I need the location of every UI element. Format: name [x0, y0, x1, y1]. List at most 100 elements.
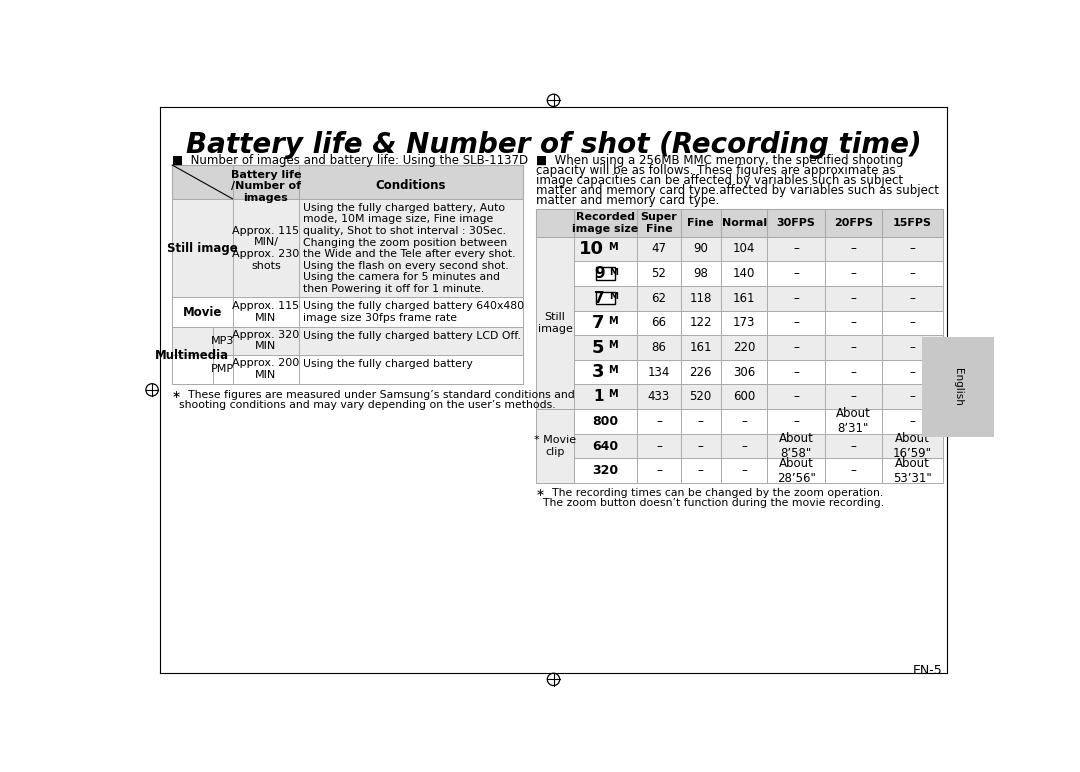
Text: EN-5: EN-5 — [913, 664, 943, 677]
Text: –: – — [793, 341, 799, 354]
Text: –: – — [793, 267, 799, 280]
Text: Super
Fine: Super Fine — [640, 212, 677, 234]
Text: Multimedia: Multimedia — [156, 349, 229, 362]
Bar — [573, 459, 943, 483]
Text: shooting conditions and may vary depending on the user’s methods.: shooting conditions and may vary dependi… — [172, 400, 556, 410]
Text: Approx. 115
MIN: Approx. 115 MIN — [232, 301, 299, 323]
Text: 600: 600 — [733, 391, 755, 403]
Text: 118: 118 — [689, 292, 712, 305]
Text: 52: 52 — [651, 267, 666, 280]
Text: ■  When using a 256MB MMC memory, the specified shooting: ■ When using a 256MB MMC memory, the spe… — [537, 154, 904, 168]
Bar — [573, 209, 943, 237]
Text: 140: 140 — [733, 267, 755, 280]
Text: –: – — [656, 415, 662, 428]
Text: –: – — [850, 391, 856, 403]
Text: 62: 62 — [651, 292, 666, 305]
Text: 90: 90 — [693, 242, 708, 256]
Bar — [537, 209, 573, 237]
Text: –: – — [793, 391, 799, 403]
Bar — [172, 327, 523, 355]
Text: M: M — [608, 242, 618, 252]
Bar — [596, 267, 615, 279]
Text: –: – — [698, 439, 704, 452]
Text: –: – — [741, 415, 747, 428]
Text: –: – — [909, 366, 915, 378]
Bar — [573, 286, 943, 310]
Bar — [172, 297, 523, 327]
Text: 306: 306 — [733, 366, 755, 378]
Text: Using the fully charged battery: Using the fully charged battery — [303, 359, 473, 369]
Bar — [573, 360, 943, 384]
Text: 104: 104 — [733, 242, 755, 256]
Text: –: – — [909, 341, 915, 354]
Text: 800: 800 — [592, 415, 619, 428]
Text: 640: 640 — [592, 439, 619, 452]
Text: Approx. 320
MIN: Approx. 320 MIN — [232, 330, 299, 351]
Text: –: – — [909, 317, 915, 330]
Text: M: M — [609, 268, 618, 276]
Text: –: – — [656, 464, 662, 477]
Text: * Movie
clip: * Movie clip — [534, 435, 576, 457]
Text: About
53’31": About 53’31" — [893, 457, 932, 485]
Text: 226: 226 — [689, 366, 712, 378]
Text: matter and memory card type.: matter and memory card type. — [537, 195, 719, 207]
Text: matter and memory card type.affected by variables such as subject: matter and memory card type.affected by … — [537, 185, 940, 198]
Bar — [172, 165, 523, 199]
Text: –: – — [850, 464, 856, 477]
Text: –: – — [850, 242, 856, 256]
Text: 7: 7 — [594, 291, 605, 306]
Text: Still image: Still image — [167, 242, 238, 255]
Text: 20FPS: 20FPS — [834, 218, 873, 228]
Bar — [172, 327, 523, 384]
Text: 173: 173 — [733, 317, 755, 330]
Text: About
8’31": About 8’31" — [836, 408, 870, 435]
Bar — [573, 434, 943, 459]
Text: MP3: MP3 — [211, 336, 234, 346]
Text: Using the fully charged battery LCD Off.: Using the fully charged battery LCD Off. — [303, 330, 521, 340]
Text: M: M — [609, 292, 618, 301]
Text: M: M — [608, 316, 618, 326]
Text: –: – — [850, 341, 856, 354]
Text: –: – — [850, 439, 856, 452]
Bar — [172, 199, 523, 297]
Text: –: – — [850, 292, 856, 305]
Text: 5: 5 — [592, 338, 604, 357]
Text: 220: 220 — [733, 341, 755, 354]
Text: –: – — [909, 292, 915, 305]
Text: –: – — [793, 366, 799, 378]
Text: 86: 86 — [651, 341, 666, 354]
Bar — [596, 292, 615, 304]
Text: –: – — [909, 391, 915, 403]
Text: PMP: PMP — [211, 364, 234, 374]
Text: Using the fully charged battery, Auto
mode, 10M image size, Fine image
quality, : Using the fully charged battery, Auto mo… — [303, 203, 515, 294]
Text: 320: 320 — [592, 464, 619, 477]
Text: Normal: Normal — [721, 218, 767, 228]
Text: –: – — [656, 439, 662, 452]
Bar — [573, 384, 943, 409]
Text: ∗  The recording times can be changed by the zoom operation.: ∗ The recording times can be changed by … — [537, 488, 883, 498]
Text: 433: 433 — [648, 391, 670, 403]
Text: –: – — [741, 439, 747, 452]
Text: 10: 10 — [579, 240, 604, 258]
Text: English: English — [953, 367, 963, 406]
Text: M: M — [608, 390, 618, 399]
Text: About
16’59": About 16’59" — [893, 432, 932, 460]
Text: 47: 47 — [651, 242, 666, 256]
Text: 122: 122 — [689, 317, 712, 330]
Text: Battery life & Number of shot (Recording time): Battery life & Number of shot (Recording… — [186, 131, 921, 159]
Text: M: M — [608, 340, 618, 350]
Text: 161: 161 — [733, 292, 755, 305]
Text: 3: 3 — [592, 363, 604, 381]
Text: Approx. 200
MIN: Approx. 200 MIN — [232, 358, 299, 380]
Text: –: – — [909, 267, 915, 280]
Text: 134: 134 — [648, 366, 670, 378]
Text: –: – — [793, 415, 799, 428]
Text: 30FPS: 30FPS — [777, 218, 815, 228]
Text: 161: 161 — [689, 341, 712, 354]
Text: 1: 1 — [593, 389, 604, 405]
Bar — [573, 237, 943, 261]
Text: 98: 98 — [693, 267, 708, 280]
Text: Battery life
/Number of
images: Battery life /Number of images — [231, 170, 301, 203]
Text: image capacities can be affected by variables such as subject: image capacities can be affected by vari… — [537, 174, 904, 188]
Text: –: – — [793, 317, 799, 330]
